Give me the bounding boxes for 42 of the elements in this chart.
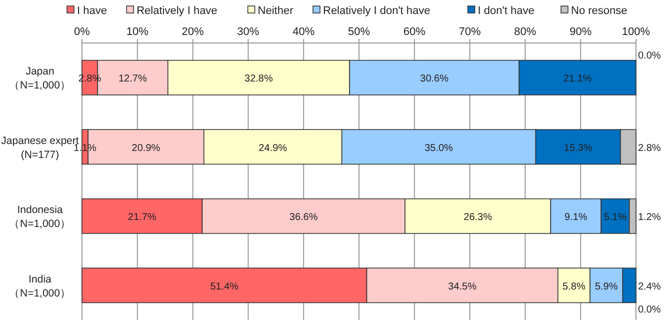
- data-label: 9.1%: [564, 212, 588, 224]
- legend-label: Relatively I have: [136, 5, 218, 17]
- data-label: 26.3%: [464, 212, 492, 224]
- data-label: 0.0%: [638, 50, 661, 62]
- x-tick-label: 10%: [126, 26, 149, 38]
- x-tick-label: 70%: [458, 26, 482, 38]
- data-label: 24.9%: [258, 142, 288, 154]
- data-label: 34.5%: [448, 281, 477, 292]
- legend-label: I have: [77, 5, 107, 17]
- data-label: 5.9%: [594, 281, 618, 292]
- y-tick-label: Indonesia （N=1,000）: [9, 204, 71, 230]
- x-tick-label: 20%: [182, 26, 204, 38]
- data-label: 5.8%: [562, 281, 586, 292]
- x-tick-label: 90%: [570, 26, 592, 38]
- data-label: 15.3%: [564, 142, 592, 154]
- data-label: 21.1%: [563, 74, 592, 85]
- legend-label: No resonse: [571, 5, 628, 17]
- x-tick-label: 100%: [622, 26, 650, 38]
- x-tick-label: 80%: [514, 26, 536, 38]
- x-tick-label: 40%: [292, 26, 315, 38]
- legend-label: Relatively I don't have: [323, 5, 430, 17]
- data-label: 51.4%: [210, 281, 239, 292]
- data-label: 32.8%: [244, 74, 274, 85]
- legend-label: I don't have: [478, 5, 534, 17]
- x-tick-label: 30%: [237, 26, 260, 38]
- data-label: 20.9%: [132, 142, 160, 154]
- data-label: 2.8%: [638, 142, 661, 154]
- data-label: 2.4%: [638, 281, 661, 292]
- x-tick-label: 50%: [348, 26, 370, 38]
- data-label: 30.6%: [420, 74, 449, 85]
- x-tick-label: 60%: [403, 26, 426, 38]
- x-tick-label: 0%: [74, 26, 90, 38]
- data-label: 35.0%: [424, 142, 454, 154]
- y-tick-label: India （N=1,000）: [9, 273, 71, 300]
- legend-label: Neither: [258, 5, 294, 17]
- data-label: 36.6%: [289, 212, 318, 224]
- data-label: 0.0%: [638, 304, 661, 316]
- data-label: 12.7%: [118, 74, 147, 85]
- y-tick-label: Japan （N=1,000）: [9, 66, 71, 92]
- data-label: 1.2%: [638, 212, 661, 224]
- data-label: 21.7%: [128, 212, 156, 224]
- data-label: 5.1%: [604, 212, 627, 224]
